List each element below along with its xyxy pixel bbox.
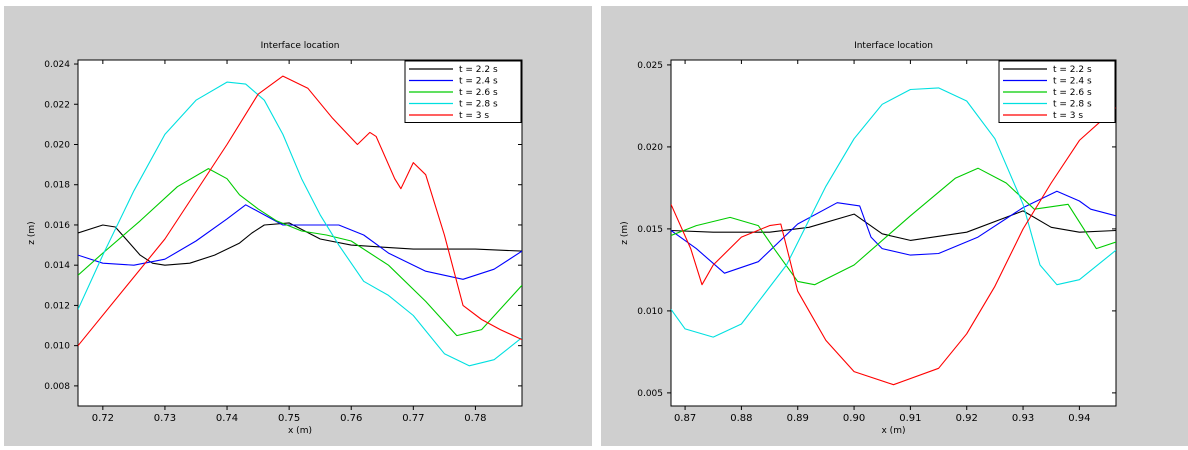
x-tick-label: 0.74 <box>216 413 238 424</box>
legend-label: t = 2.8 s <box>459 100 498 110</box>
x-tick-label: 0.87 <box>674 413 696 424</box>
y-tick-label: 0.005 <box>637 389 663 399</box>
legend-label: t = 2.8 s <box>1053 100 1092 110</box>
chart-title: Interface location <box>854 41 933 51</box>
y-tick-label: 0.010 <box>637 307 663 317</box>
chart-panel-left: Interface location 0.72 0.73 0.74 0.75 0.76 0.… <box>4 6 592 446</box>
series-line-3 <box>671 167 1116 286</box>
y-axis-label: z (m) <box>620 221 630 244</box>
legend-label: t = 2.2 s <box>459 65 498 75</box>
x-tick-label: 0.88 <box>730 413 752 424</box>
y-tick-label: 0.025 <box>637 61 663 71</box>
series-line-1 <box>671 210 1116 241</box>
y-tick-label: 0.016 <box>44 221 70 231</box>
series-line-4 <box>78 81 522 367</box>
legend-label: t = 3 s <box>1053 111 1083 121</box>
series-line-5 <box>671 107 1116 386</box>
y-axis-label: z (m) <box>27 221 37 244</box>
series-line-3 <box>78 168 522 337</box>
y-tick-label: 0.022 <box>44 100 70 110</box>
legend-label: t = 2.6 s <box>1053 88 1092 98</box>
chart-title: Interface location <box>261 41 340 51</box>
y-tick-label: 0.015 <box>637 225 663 235</box>
series-line-4 <box>671 87 1116 338</box>
legend-label: t = 2.4 s <box>459 77 498 87</box>
chart-panel-right: Interface location 0.87 0.88 0.89 0.90 0.91 0.… <box>601 6 1188 446</box>
x-tick-label: 0.93 <box>1012 413 1034 424</box>
series-line-2 <box>671 190 1116 274</box>
x-tick-label: 0.77 <box>402 413 424 424</box>
y-tick-label: 0.014 <box>44 261 70 271</box>
legend-label: t = 2.4 s <box>1053 77 1092 87</box>
y-tick-label: 0.020 <box>637 143 663 153</box>
x-tick-label: 0.91 <box>899 413 921 424</box>
x-tick-label: 0.78 <box>464 413 486 424</box>
x-tick-label: 0.90 <box>843 413 865 424</box>
chart-left-svg: Interface location 0.72 0.73 0.74 0.75 0.76 0.… <box>27 41 523 436</box>
x-tick-label: 0.94 <box>1068 413 1090 424</box>
series-group <box>78 75 522 367</box>
panel-divider <box>596 0 597 450</box>
legend-label: t = 2.6 s <box>459 88 498 98</box>
series-line-1 <box>78 222 522 266</box>
y-tick-label: 0.008 <box>44 382 70 392</box>
x-tick-label: 0.92 <box>956 413 978 424</box>
y-tick-label: 0.010 <box>44 342 70 352</box>
y-tick-label: 0.012 <box>44 301 70 311</box>
y-tick-label: 0.018 <box>44 181 70 191</box>
x-tick-label: 0.76 <box>340 413 362 424</box>
x-axis-label: x (m) <box>288 426 312 436</box>
series-line-5 <box>78 75 522 347</box>
x-tick-label: 0.89 <box>787 413 809 424</box>
series-group <box>671 87 1116 386</box>
chart-right-svg: Interface location 0.87 0.88 0.89 0.90 0.91 0.… <box>620 41 1117 436</box>
x-axis-label: x (m) <box>882 426 906 436</box>
y-tick-label: 0.020 <box>44 140 70 150</box>
series-line-2 <box>78 204 522 280</box>
legend-label: t = 2.2 s <box>1053 65 1092 75</box>
legend-label: t = 3 s <box>459 111 489 121</box>
x-tick-label: 0.72 <box>92 413 114 424</box>
x-tick-label: 0.73 <box>154 413 176 424</box>
x-tick-label: 0.75 <box>278 413 300 424</box>
y-tick-label: 0.024 <box>44 60 70 70</box>
